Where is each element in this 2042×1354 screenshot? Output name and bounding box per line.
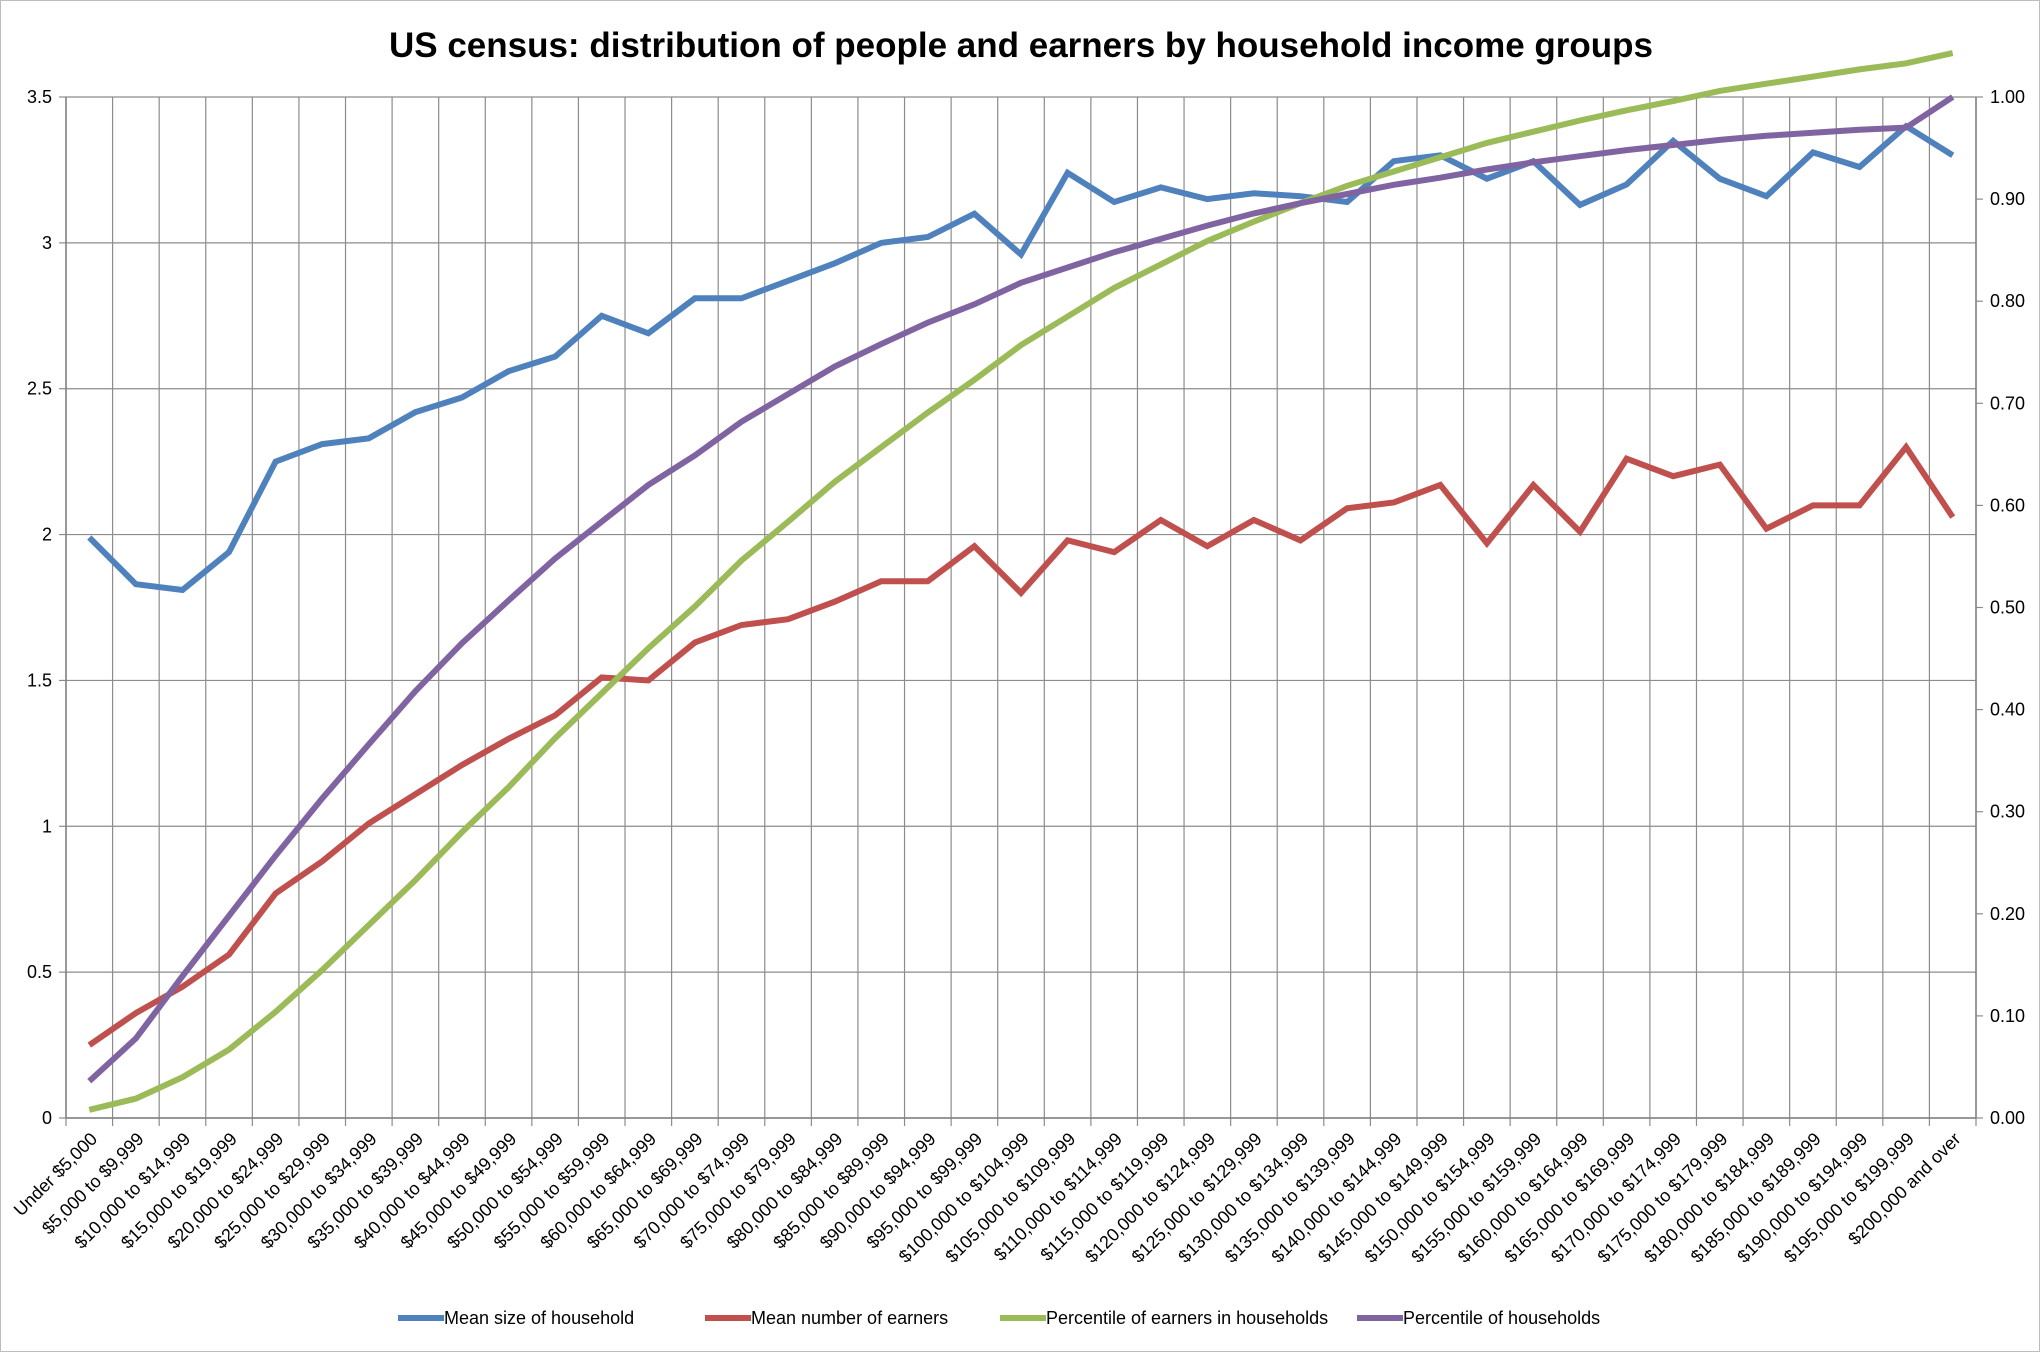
x-axis: Under $5,000$5,000 to $9,999$10,000 to $… — [10, 1117, 1976, 1267]
legend-label-mean-size-of-household: Mean size of household — [444, 1308, 634, 1328]
y2-tick-label: 0.30 — [1990, 802, 2025, 822]
y2-tick-label: 0.70 — [1990, 393, 2025, 413]
legend-label-percentile-of-households: Percentile of households — [1403, 1308, 1600, 1328]
y2-tick-label: 0.50 — [1990, 598, 2025, 618]
chart-title: US census: distribution of people and ea… — [388, 26, 1654, 65]
y-tick-label: 1.5 — [27, 670, 52, 690]
y-tick-label: 0 — [42, 1108, 52, 1128]
legend: Mean size of household Mean number of ear… — [398, 1308, 1600, 1328]
y2-tick-label: 0.20 — [1990, 904, 2025, 924]
y-tick-label: 2.5 — [27, 379, 52, 399]
y2-tick-label: 0.00 — [1990, 1108, 2025, 1128]
y2-tick-label: 0.10 — [1990, 1006, 2025, 1026]
legend-label-mean-number-of-earners: Mean number of earners — [751, 1308, 948, 1328]
series-line-mean-size-of-household — [87, 122, 1955, 594]
y2-tick-label: 0.80 — [1990, 291, 2025, 311]
series-line-percentile-of-earners-in-households — [88, 50, 1954, 1113]
y2-tick-label: 0.60 — [1990, 495, 2025, 515]
series-lines — [87, 50, 1956, 1113]
y2-tick-label: 0.40 — [1990, 700, 2025, 720]
y-tick-label: 2 — [42, 525, 52, 545]
y-tick-label: 3 — [42, 233, 52, 253]
y2-tick-label: 0.90 — [1990, 189, 2025, 209]
series-line-percentile-of-households — [87, 94, 1955, 1084]
y-tick-label: 3.5 — [27, 87, 52, 107]
y-tick-label: 1 — [42, 816, 52, 836]
y2-tick-label: 1.00 — [1990, 87, 2025, 107]
y-tick-label: 0.5 — [27, 962, 52, 982]
legend-label-percentile-of-earners-in-households: Percentile of earners in households — [1046, 1308, 1328, 1328]
left-y-axis: 0 0.5 1 1.5 2 2.5 3 3.5 — [27, 87, 67, 1128]
right-y-axis: 0.00 0.10 0.20 0.30 0.40 0.50 0.60 0.70 0.80 0.90… — [1975, 87, 2025, 1128]
series-line-mean-number-of-earners — [87, 442, 1956, 1048]
